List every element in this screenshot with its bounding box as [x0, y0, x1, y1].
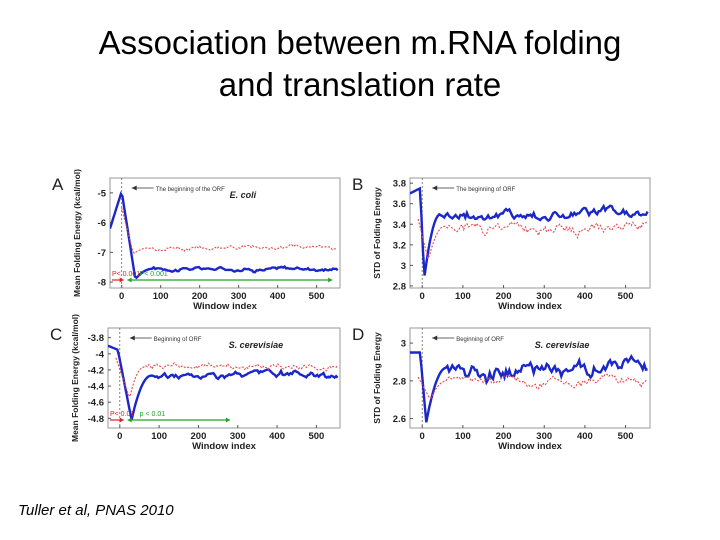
x-tick-label: 500	[618, 431, 634, 442]
x-tick-label: 400	[577, 291, 593, 302]
panel-letter: D	[352, 325, 364, 344]
y-axis-label: STD of Folding Energy	[372, 332, 382, 424]
x-tick-label: 500	[308, 431, 324, 442]
series-line-orf	[410, 186, 649, 276]
significance-arrowhead-left	[119, 277, 124, 283]
x-tick-label: 0	[117, 431, 122, 442]
x-tick-label: 0	[420, 431, 425, 442]
significance-arrowhead-right	[225, 417, 230, 423]
y-axis-label: Mean Folding Energy (kcal/mol)	[70, 314, 80, 442]
y-axis-label: STD of Folding Energy	[372, 187, 382, 279]
significance-label-left: P< 0.01	[110, 411, 134, 418]
series-line-orf	[410, 351, 648, 423]
y-tick-label: 3.8	[393, 179, 406, 190]
annotation-label: Beginning of ORF	[154, 337, 202, 343]
y-tick-label: -4.4	[88, 382, 105, 393]
x-tick-label: 300	[536, 431, 552, 442]
y-tick-label: -4.8	[88, 414, 104, 425]
y-tick-label: 2.6	[393, 414, 406, 425]
panel-letter: A	[52, 175, 64, 194]
x-axis-label: Window index	[498, 441, 562, 452]
panel-d: D 3 2.8 2.6 0 100 200 300 400 500 Window index STD …	[352, 325, 651, 452]
y-axis-label: Mean Folding Energy (kcal/mol)	[72, 169, 82, 297]
panel-letter: B	[352, 175, 363, 194]
panel-a: A -5 -6 -7 -8 0 100 200 300 400 500 Window index Mea…	[52, 169, 341, 312]
annotation-arrowhead	[129, 335, 135, 341]
x-tick-label: 100	[151, 431, 167, 442]
x-tick-label: 200	[192, 291, 208, 302]
x-tick-label: 500	[618, 291, 634, 302]
series-line-randomized	[121, 207, 338, 254]
annotation-label: The beginning of ORF	[456, 187, 515, 193]
y-tick-label: 2.8	[393, 376, 406, 387]
y-tick-label: 3.6	[393, 199, 406, 210]
x-tick-label: 100	[455, 431, 471, 442]
series-line-orf	[108, 344, 339, 421]
panel-letter: C	[50, 325, 62, 344]
series-line-orf	[110, 191, 339, 280]
y-tick-label: 2.8	[393, 281, 406, 292]
significance-label-right: P< 0.001	[140, 271, 168, 278]
significance-arrowhead-right-start	[127, 417, 132, 423]
y-tick-label: -3.8	[88, 333, 104, 344]
y-tick-label: 3.4	[393, 220, 407, 231]
slide-title: Association between m.RNA folding and tr…	[0, 22, 720, 106]
x-tick-label: 200	[496, 291, 512, 302]
plot-frame	[409, 327, 651, 429]
x-tick-label: 200	[191, 431, 207, 442]
x-axis-label: Window index	[498, 301, 562, 312]
significance-arrowhead-right-start	[127, 277, 132, 283]
annotation-arrowhead	[131, 185, 137, 191]
annotation-label: The beginning of the ORF	[156, 187, 225, 193]
x-tick-label: 300	[231, 291, 247, 302]
annotation-arrowhead	[432, 185, 438, 191]
panel-c: C -3.8 -4 -4.2 -4.4 -4.6 -4.8 0 100 200 300 400 500 W…	[50, 314, 341, 452]
species-label: S. cerevisiae	[535, 340, 590, 350]
x-tick-label: 300	[230, 431, 246, 442]
species-label: S. cerevisiae	[229, 340, 284, 350]
annotation-arrowhead	[432, 335, 438, 341]
x-tick-label: 500	[309, 291, 325, 302]
y-tick-label: -7	[98, 248, 106, 259]
x-tick-label: 400	[577, 431, 593, 442]
x-axis-label: Window index	[192, 441, 256, 452]
citation: Tuller et al, PNAS 2010	[18, 502, 174, 519]
y-tick-label: -6	[98, 218, 106, 229]
x-tick-label: 200	[496, 431, 512, 442]
y-tick-label: -4.2	[88, 365, 104, 376]
plot-frame	[107, 327, 341, 429]
slide-title-line-2: and translation rate	[218, 66, 502, 103]
significance-arrowhead-left	[119, 417, 124, 423]
annotation-label: Beginning of ORF	[456, 337, 504, 343]
series-line-randomized	[417, 373, 648, 399]
x-tick-label: 400	[269, 431, 285, 442]
species-label: E. coli	[230, 190, 257, 200]
x-tick-label: 400	[270, 291, 286, 302]
panel-b: B 3.8 3.6 3.4 3.2 3 2.8 0 100 200 300 400 500 Window …	[352, 175, 651, 312]
significance-arrowhead-right	[328, 277, 333, 283]
series-line-randomized	[115, 357, 339, 398]
plot-frame	[109, 177, 341, 289]
significance-label-right: p < 0.01	[140, 411, 166, 418]
series-line-randomized	[417, 218, 649, 261]
x-tick-label: 300	[536, 291, 552, 302]
y-tick-label: -4.6	[88, 398, 104, 409]
x-axis-label: Window index	[193, 301, 257, 312]
x-tick-label: 0	[119, 291, 124, 302]
plot-frame	[409, 177, 651, 289]
x-tick-label: 100	[153, 291, 169, 302]
significance-label-left: P< 0.001	[112, 271, 140, 278]
y-tick-label: 3.2	[393, 240, 406, 251]
x-tick-label: 0	[420, 291, 425, 302]
x-tick-label: 100	[455, 291, 471, 302]
y-tick-label: 3	[401, 261, 406, 272]
slide-title-line-1: Association between m.RNA folding	[98, 24, 622, 61]
y-tick-label: -5	[98, 188, 107, 199]
y-tick-label: -4	[96, 349, 105, 360]
y-tick-label: 3	[401, 339, 406, 350]
y-tick-label: -8	[98, 278, 106, 289]
